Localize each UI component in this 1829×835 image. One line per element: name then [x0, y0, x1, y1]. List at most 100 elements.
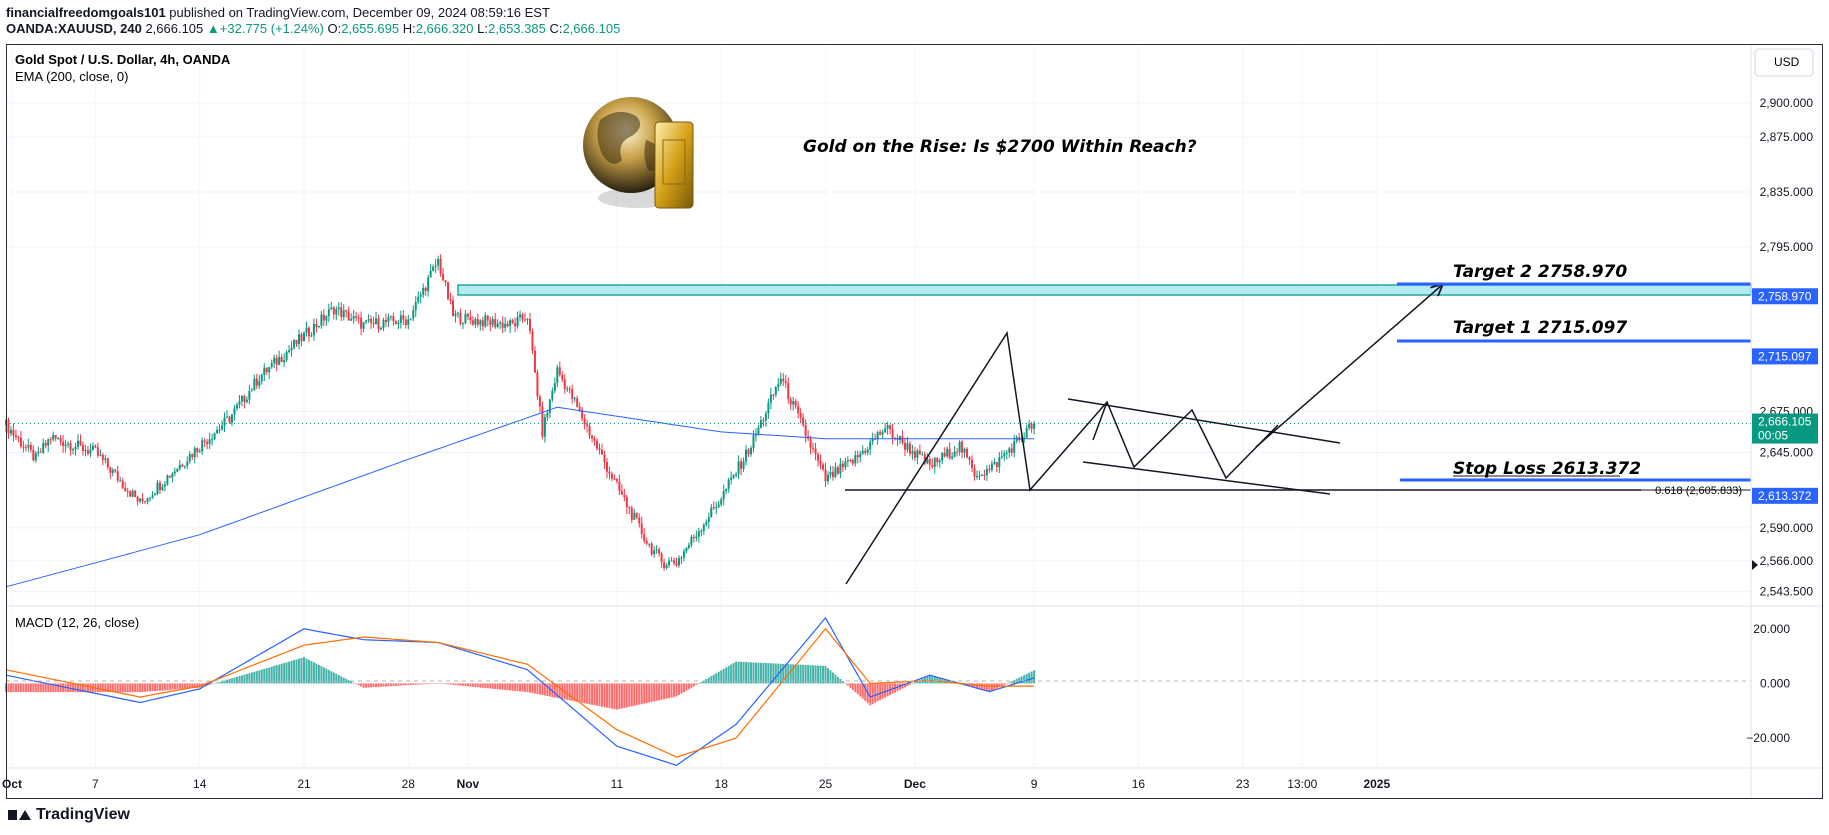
candle-body	[365, 320, 368, 323]
macd-tick-label: 0.000	[1760, 676, 1790, 690]
time-tick-label: 9	[1031, 777, 1038, 791]
price-tick-label: 2,900.000	[1760, 96, 1814, 110]
candle-body	[27, 444, 30, 448]
histogram-bar	[151, 683, 154, 692]
price-axis[interactable]: 2,900.0002,875.0002,835.0002,795.0002,67…	[1760, 96, 1814, 599]
candle-body	[245, 399, 248, 403]
candle-body	[658, 549, 661, 554]
histogram-bar	[86, 683, 89, 693]
candle-body	[84, 450, 87, 452]
candle-body	[725, 488, 728, 492]
candle-body	[39, 451, 42, 453]
histogram-bar	[506, 683, 509, 691]
ema-200-line	[5, 406, 1035, 588]
author-name[interactable]: financialfreedomgoals101	[6, 5, 166, 20]
candle-body	[360, 317, 363, 329]
candle-body	[7, 419, 10, 434]
candle-body	[975, 475, 978, 477]
candle-body	[141, 498, 144, 502]
candle-body	[757, 427, 760, 435]
candle-body	[203, 440, 206, 442]
candle-body	[633, 512, 636, 520]
histogram-bar	[802, 664, 805, 684]
candle-body	[951, 456, 954, 459]
candle-body	[864, 450, 867, 453]
candle-body	[759, 420, 762, 428]
histogram-bar	[121, 683, 124, 693]
candle-body	[198, 451, 201, 453]
candle-body	[305, 327, 308, 333]
macd-tick-label: 20.000	[1753, 622, 1790, 636]
histogram-bar	[245, 673, 248, 684]
candle-body	[439, 258, 442, 274]
histogram-bar	[901, 683, 904, 689]
candle-body	[146, 498, 149, 502]
candle-body	[94, 445, 97, 448]
histogram-bar	[936, 676, 939, 684]
histogram-bar	[12, 683, 15, 693]
scroll-marker-icon	[1752, 560, 1758, 570]
candle-body	[1023, 437, 1026, 439]
histogram-bar	[695, 683, 698, 685]
price-chart[interactable]: Target 2 2758.970 Target 1 2715.097 Stop…	[0, 0, 1829, 805]
candle-body	[516, 317, 519, 327]
histogram-bar	[79, 683, 82, 693]
price-tick-label: 2,543.500	[1760, 585, 1814, 599]
candle-body	[397, 322, 400, 325]
histogram-bar	[566, 683, 569, 700]
candle-body	[201, 440, 204, 452]
histogram-bar	[394, 683, 397, 686]
histogram-bar	[345, 678, 348, 684]
histogram-bar	[697, 683, 700, 684]
candle-body	[653, 550, 656, 555]
candle-body	[665, 565, 668, 569]
candle-body	[476, 319, 479, 325]
candle-body	[680, 557, 683, 559]
candle-body	[479, 320, 482, 325]
histogram-bar	[528, 683, 531, 693]
candle-body	[583, 418, 586, 425]
candle-body	[235, 404, 238, 409]
low-label: L:	[477, 21, 488, 36]
candle-body	[464, 313, 467, 324]
histogram-bar	[258, 670, 261, 684]
candle-body	[226, 416, 229, 418]
histogram-bar	[459, 683, 462, 686]
price-tag-box	[1752, 413, 1818, 444]
histogram-bar	[171, 683, 174, 690]
histogram-bar	[417, 683, 420, 685]
candle-body	[183, 465, 186, 467]
histogram-bar	[178, 683, 181, 690]
histogram-bar	[511, 683, 514, 691]
histogram-bar	[243, 674, 246, 684]
histogram-bar	[444, 683, 447, 685]
histogram-bar	[320, 666, 323, 684]
candle-body	[345, 310, 348, 312]
histogram-bar	[638, 683, 641, 705]
currency-button[interactable]: USD	[1754, 48, 1814, 77]
macd-axis[interactable]: 20.000 0.000 −20.000	[1746, 622, 1790, 745]
candle-body	[12, 430, 15, 436]
histogram-bar	[226, 679, 229, 684]
histogram-bar	[476, 683, 479, 688]
candle-body	[826, 474, 829, 482]
channel-upper-line	[1067, 398, 1341, 444]
candle-body	[126, 491, 129, 493]
histogram-bar	[1033, 670, 1036, 684]
histogram-bar	[849, 683, 852, 688]
candle-body	[846, 460, 849, 462]
candle-body	[211, 439, 214, 441]
macd-legend: MACD (12, 26, close)	[15, 615, 139, 630]
candle-body	[216, 429, 219, 434]
price-tag-countdown: 00:05	[1758, 429, 1788, 443]
candle-body	[596, 440, 599, 449]
published-text: published on TradingView.com, December 0…	[169, 5, 550, 20]
candle-body	[1033, 423, 1036, 429]
candle-body	[933, 457, 936, 467]
currency-label[interactable]: USD	[1774, 55, 1800, 69]
candle-body	[511, 320, 514, 324]
candle-body	[630, 507, 633, 520]
candle-body	[144, 501, 147, 503]
histogram-bar	[715, 673, 718, 684]
histogram-bar	[350, 681, 353, 684]
